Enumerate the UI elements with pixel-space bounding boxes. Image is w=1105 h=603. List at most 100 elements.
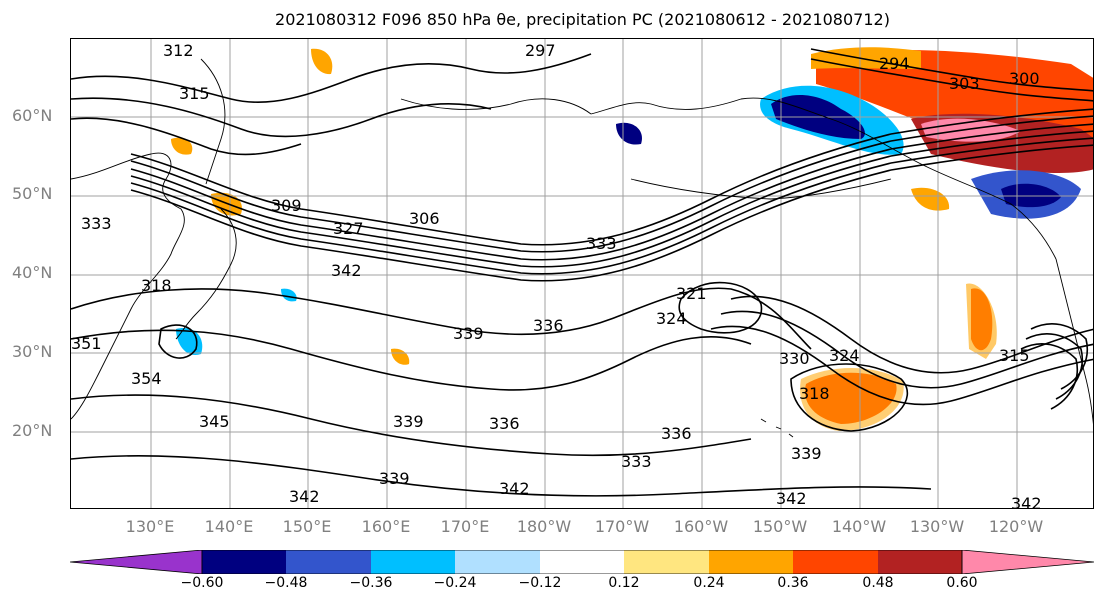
map-panel: 312 297 294 303 300 315 333 309 306 327 … [70, 38, 1094, 509]
contour-south-1 [71, 287, 812, 350]
colorbar-tick-label: 0.12 [608, 575, 640, 591]
shade-positive-aleutian [911, 187, 950, 211]
contour-alaska-north-2 [810, 58, 1093, 102]
contour-label: 306 [409, 209, 440, 228]
lon-label-170w: 170°W [594, 517, 650, 536]
colorbar-bin [371, 550, 455, 574]
lon-label-130w: 130°W [909, 517, 965, 536]
colorbar-bin [709, 550, 793, 574]
colorbar-tick-label: 0.36 [777, 575, 809, 591]
contour-label: 342 [1011, 494, 1042, 509]
contour-loop-321 [678, 281, 763, 334]
contour-subtropical-east-2 [720, 310, 1093, 389]
coastline-asia-east [71, 152, 185, 420]
lon-label-150w: 150°W [752, 517, 808, 536]
lat-label-30n: 30°N [12, 342, 53, 361]
contour-jet-1 [130, 108, 1093, 246]
lon-label-140e: 140°E [204, 517, 254, 536]
colorbar-extend-low [70, 550, 203, 574]
colorbar-bin [286, 550, 371, 574]
contour-label: 327 [333, 219, 364, 238]
contour-label: 339 [379, 469, 410, 488]
colorbar-bin [624, 550, 709, 574]
lon-label-170e: 170°E [440, 517, 490, 536]
coastline-alaska [740, 97, 1057, 260]
colorbar-bin [202, 550, 286, 574]
colorbar-tick-label: −0.36 [349, 575, 393, 591]
colorbar-tick-label: 0.24 [693, 575, 725, 591]
shade-positive-kamchatka [171, 137, 193, 155]
contour-label: 336 [661, 424, 692, 443]
lon-label-120w: 120°W [988, 517, 1044, 536]
contour-north-2 [71, 97, 492, 138]
contour-subtropical-east [730, 295, 1093, 374]
contour-label: 339 [453, 324, 484, 343]
contour-label: 339 [791, 444, 822, 463]
lon-label-140w: 140°W [831, 517, 887, 536]
colorbar-tick-label: −0.12 [518, 575, 562, 591]
contour-label: 333 [81, 214, 112, 233]
shade-negative-gulf-core [1001, 183, 1061, 208]
contour-jet-3 [130, 123, 1093, 261]
lon-label-160w: 160°W [673, 517, 729, 536]
contour-east-tight-2 [1025, 333, 1083, 400]
contour-north-1 [71, 53, 592, 104]
contour-east-tight-3 [1020, 343, 1078, 410]
contour-label: 300 [1009, 69, 1040, 88]
contour-label: 342 [331, 261, 362, 280]
contour-label: 312 [163, 41, 194, 60]
lon-label-150e: 150°E [282, 517, 332, 536]
colorbar-tick-label: −0.48 [264, 575, 308, 591]
coastline-japan [175, 208, 237, 340]
contour-jet-2 [130, 115, 1093, 253]
contour-south-2 [71, 329, 752, 391]
colorbar-bin [455, 550, 540, 574]
contour-jet-4 [130, 130, 1093, 268]
coastline-north-america-west [1055, 258, 1093, 424]
lat-label-60n: 60°N [12, 106, 53, 125]
coastlines [71, 58, 1093, 438]
contour-label: 297 [525, 41, 556, 60]
shade-positive-alaska-peak [921, 118, 1021, 142]
contour-label: 294 [879, 54, 910, 73]
lat-label-20n: 20°N [12, 421, 53, 440]
chart-title: 2021080312 F096 850 hPa θe, precipitatio… [275, 10, 890, 29]
lat-label-40n: 40°N [12, 263, 53, 282]
contour-label: 336 [489, 414, 520, 433]
lon-label-160e: 160°E [361, 517, 411, 536]
contour-label: 336 [533, 316, 564, 335]
contour-jet-5 [130, 137, 1093, 275]
contour-label: 321 [676, 284, 707, 303]
contour-label: 333 [621, 452, 652, 471]
contour-west-pacific-loop [158, 324, 198, 359]
contour-label: 330 [779, 349, 810, 368]
graticule [71, 39, 1093, 508]
map-canvas: 312 297 294 303 300 315 333 309 306 327 … [71, 39, 1093, 509]
shade-positive-siberia-small [311, 48, 333, 75]
contour-label-group: 312 297 294 303 300 315 333 309 306 327 … [71, 41, 1042, 509]
colorbar-bin [540, 550, 624, 574]
coastline-kamchatka [200, 58, 226, 185]
contour-alaska-north [810, 48, 1093, 92]
coastline-siberia-north [400, 98, 592, 115]
shade-negative-west-pacific [281, 288, 297, 302]
contour-subtropical-east-3 [710, 325, 1093, 406]
contour-label: 315 [179, 84, 210, 103]
contour-label: 339 [393, 412, 424, 431]
coastline-aleutian-chain [630, 178, 892, 200]
contour-south-4 [71, 454, 932, 497]
colorbar-frame [201, 550, 963, 574]
contour-north-3 [71, 117, 302, 156]
coastline-hawaii [760, 418, 794, 438]
colorbar-tick-label: −0.24 [433, 575, 477, 591]
shade-positive-bc-outer [966, 283, 997, 359]
contour-label: 309 [271, 196, 302, 215]
contour-label: 318 [141, 276, 172, 295]
colorbar-bin [878, 550, 962, 574]
shade-positive-hawaii-outer [800, 367, 904, 431]
precipitation-shading [171, 47, 1093, 431]
contour-label: 333 [586, 234, 617, 253]
shade-positive-midpacific [391, 348, 410, 365]
lon-label-180w: 180°W [516, 517, 572, 536]
contour-label: 318 [799, 384, 830, 403]
